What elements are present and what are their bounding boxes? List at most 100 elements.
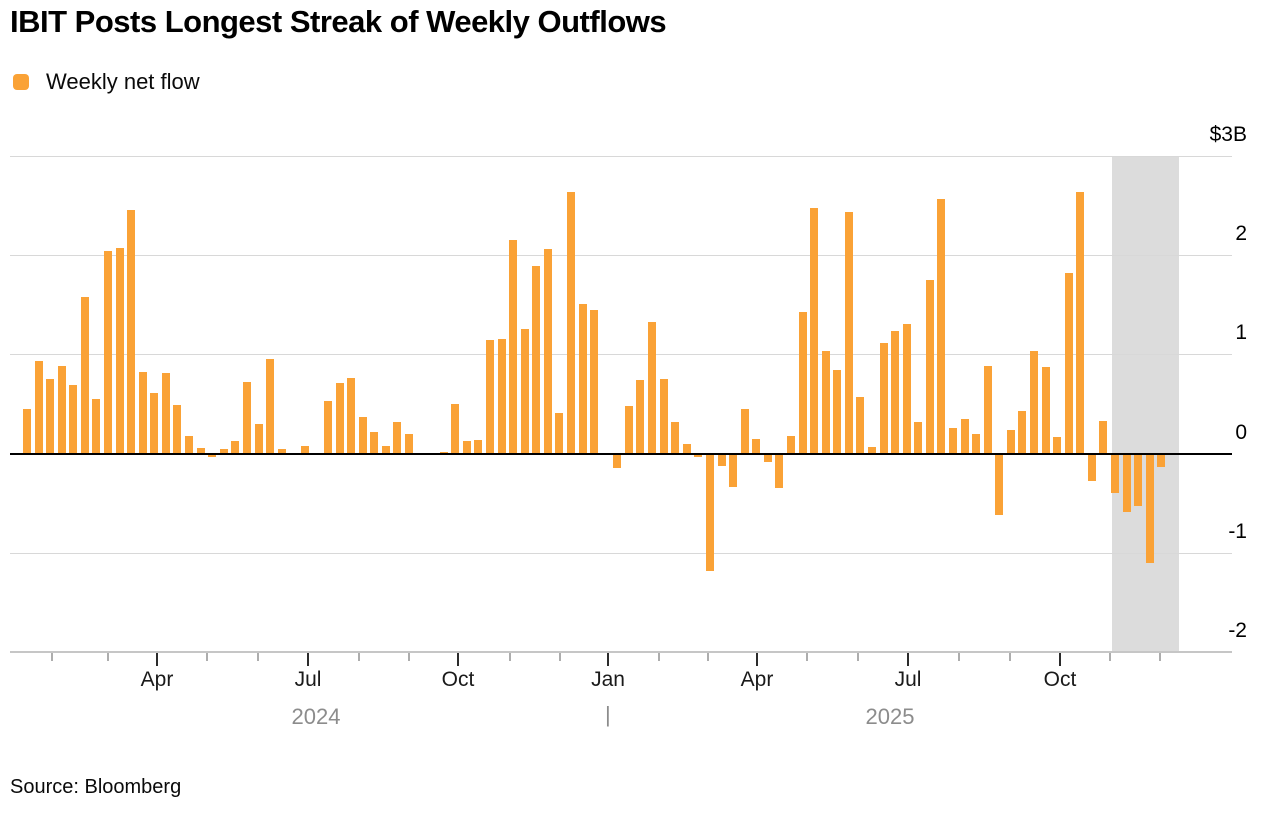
weekly-net-flow-bar [682,443,691,454]
weekly-net-flow-bar [57,366,66,454]
weekly-net-flow-bar [1006,429,1015,454]
weekly-net-flow-bar [786,435,795,454]
weekly-net-flow-bar [266,359,275,454]
weekly-net-flow-bar [555,412,564,454]
weekly-net-flow-bar [1157,453,1166,468]
x-axis-month-label-Oct: Oct [1043,668,1077,691]
x-axis-minor-tick [1159,653,1161,661]
weekly-net-flow-bar [729,453,738,488]
weekly-net-flow-bar [1064,272,1073,454]
weekly-net-flow-bar [300,445,309,454]
x-axis-minor-tick [806,653,808,661]
x-axis-major-tick [307,653,309,666]
x-axis-minor-tick [658,653,660,661]
weekly-net-flow-bar [277,448,286,454]
legend-label: Weekly net flow [46,69,200,94]
weekly-net-flow-bar [740,408,749,454]
x-axis-major-tick [756,653,758,666]
x-axis-major-tick [156,653,158,666]
weekly-net-flow-bar [80,296,89,454]
x-axis-minor-tick [358,653,360,661]
weekly-net-flow-bar [1099,420,1108,454]
x-axis-month-label-Apr: Apr [740,668,774,691]
weekly-net-flow-bar [798,311,807,454]
legend-swatch-icon [13,74,29,90]
weekly-net-flow-bar [717,453,726,467]
x-axis-minor-tick [51,653,53,661]
y-axis-label-2: 2 [1235,221,1247,245]
weekly-net-flow-bar [1041,367,1050,454]
weekly-net-flow-bar [520,329,529,454]
weekly-net-flow-bar [254,423,263,454]
weekly-net-flow-bar [219,448,228,454]
weekly-net-flow-bar [810,208,819,454]
weekly-net-flow-bar [914,421,923,454]
weekly-net-flow-bar [532,265,541,454]
weekly-net-flow-bar [1076,192,1085,454]
x-axis-month-label-Apr: Apr [140,668,174,691]
weekly-net-flow-bar [694,453,703,458]
weekly-net-flow-bar [833,370,842,454]
weekly-net-flow-bar [127,210,136,454]
weekly-net-flow-bar [1053,436,1062,454]
weekly-net-flow-bar [486,340,494,454]
weekly-net-flow-bar [879,343,888,454]
weekly-net-flow-bar [462,440,471,454]
x-axis-year-label-2025: 2025 [865,704,915,729]
weekly-net-flow-bar [439,451,448,454]
weekly-net-flow-bar [335,382,344,454]
weekly-net-flow-bar [543,248,552,454]
weekly-net-flow-bar [150,392,159,454]
weekly-net-flow-bar [393,421,402,454]
weekly-net-flow-bar [821,351,830,454]
weekly-net-flow-bar [891,331,900,454]
x-axis-major-tick [607,653,609,666]
x-axis-month-label-Jul: Jul [294,668,322,691]
x-axis-year-label-2024: 2024 [291,704,341,729]
weekly-net-flow-bar [104,250,113,454]
weekly-net-flow-bar [902,324,911,454]
weekly-net-flow-bar [1111,453,1120,494]
weekly-net-flow-bar [1134,453,1143,507]
weekly-net-flow-bar [347,378,356,454]
x-axis-minor-tick [408,653,410,661]
gridline--1 [10,552,1232,554]
weekly-net-flow-bar [208,453,217,458]
weekly-net-flow-bar [648,322,657,454]
weekly-net-flow-bar [1030,351,1039,454]
weekly-net-flow-bar [671,421,680,454]
weekly-net-flow-bar [231,440,240,454]
weekly-net-flow-bar [92,398,101,454]
x-axis-month-label-Jan: Jan [591,668,625,691]
weekly-net-flow-bar [775,453,784,489]
y-axis-label-$3B: $3B [1209,122,1247,146]
x-axis-minor-tick [509,653,511,661]
weekly-net-flow-bar [763,453,772,463]
weekly-net-flow-bar [624,405,633,454]
x-axis-minor-tick [257,653,259,661]
x-axis-minor-tick [1009,653,1011,661]
weekly-net-flow-bar [983,366,992,454]
weekly-net-flow-bar [323,400,332,454]
x-axis-major-tick [1059,653,1061,666]
weekly-net-flow-bar [23,408,31,454]
weekly-net-flow-bar [173,404,182,454]
weekly-net-flow-bar [995,453,1004,516]
weekly-net-flow-bar [161,373,170,454]
weekly-net-flow-bar [960,418,969,454]
x-axis-major-tick [907,653,909,666]
weekly-net-flow-bar [358,416,367,454]
gridline--2 [10,651,1232,654]
x-axis-minor-tick [107,653,109,661]
weekly-net-flow-bar [69,384,78,454]
weekly-net-flow-bar [752,438,761,454]
weekly-net-flow-bar [972,433,981,454]
weekly-net-flow-bar [590,309,599,454]
x-axis-minor-tick [1109,653,1111,661]
weekly-net-flow-bar [844,212,853,454]
weekly-net-flow-bar [1122,453,1131,513]
y-axis-label--2: -2 [1228,619,1247,643]
weekly-net-flow-bar [474,439,483,454]
gridline-2 [10,254,1232,256]
x-axis-major-tick [457,653,459,666]
